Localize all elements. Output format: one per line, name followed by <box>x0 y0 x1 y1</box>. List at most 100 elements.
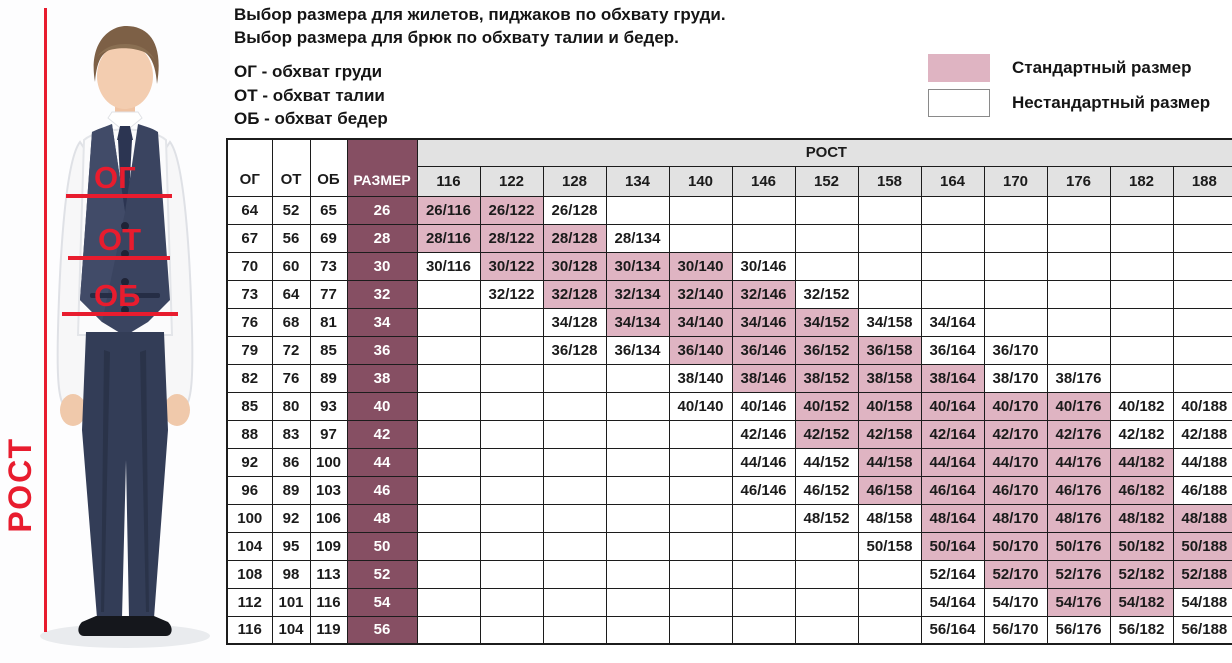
hips-measure-line <box>62 312 178 316</box>
size-height-cell: 36/140 <box>668 335 733 365</box>
empty-cell <box>1046 223 1111 253</box>
chest-value: 108 <box>226 559 273 589</box>
size-value: 42 <box>346 419 418 449</box>
size-height-cell: 48/182 <box>1109 503 1174 533</box>
chest-value: 76 <box>226 307 273 337</box>
chest-value: 112 <box>226 587 273 617</box>
empty-cell <box>605 195 670 225</box>
empty-cell <box>542 391 607 421</box>
size-height-cell: 52/164 <box>920 559 985 589</box>
empty-cell <box>416 615 481 645</box>
empty-cell <box>1109 279 1174 309</box>
empty-cell <box>416 307 481 337</box>
size-height-cell: 56/176 <box>1046 615 1111 645</box>
empty-cell <box>983 223 1048 253</box>
hips-value: 119 <box>309 615 348 645</box>
size-table: ОГ ОТ ОБ РАЗМЕР РОСТ 116 122 128 134 140 146 152 158… <box>226 138 1232 645</box>
size-height-cell: 42/158 <box>857 419 922 449</box>
empty-cell <box>605 587 670 617</box>
size-height-cell: 44/176 <box>1046 447 1111 477</box>
empty-cell <box>416 503 481 533</box>
size-value: 48 <box>346 503 418 533</box>
size-height-cell: 30/122 <box>479 251 544 281</box>
size-value: 52 <box>346 559 418 589</box>
empty-cell <box>731 559 796 589</box>
empty-cell <box>416 363 481 393</box>
empty-cell <box>1046 279 1111 309</box>
empty-cell <box>605 475 670 505</box>
empty-cell <box>1172 251 1232 281</box>
size-height-cell: 46/176 <box>1046 475 1111 505</box>
size-height-cell: 36/128 <box>542 335 607 365</box>
size-height-cell: 38/164 <box>920 363 985 393</box>
empty-cell <box>416 475 481 505</box>
height-header-152: 152 <box>794 165 859 197</box>
empty-cell <box>479 531 544 561</box>
height-header-188: 188 <box>1172 165 1232 197</box>
empty-cell <box>794 223 859 253</box>
table-row-size-50: 104 95 109 50 50/158 50/164 50/170 50/176 50/182… <box>226 531 1232 561</box>
empty-cell <box>542 419 607 449</box>
waist-value: 89 <box>271 475 311 505</box>
waist-value: 83 <box>271 419 311 449</box>
waist-value: 60 <box>271 251 311 281</box>
size-height-cell: 42/188 <box>1172 419 1232 449</box>
waist-measure-line <box>68 256 170 260</box>
empty-cell <box>416 587 481 617</box>
size-height-cell: 52/170 <box>983 559 1048 589</box>
empty-cell <box>920 223 985 253</box>
size-height-cell: 30/128 <box>542 251 607 281</box>
empty-cell <box>794 587 859 617</box>
size-height-cell: 32/152 <box>794 279 859 309</box>
table-row-size-56: 116 104 119 56 56/164 56/170 56/176 56/182 56/18… <box>226 615 1232 645</box>
height-header-182: 182 <box>1109 165 1174 197</box>
empty-cell <box>857 223 922 253</box>
waist-value: 52 <box>271 195 311 225</box>
abbreviation-key: ОГ - обхват груди ОТ - обхват талии ОБ -… <box>234 60 388 131</box>
size-height-cell: 32/140 <box>668 279 733 309</box>
abbr-waist: ОТ - обхват талии <box>234 85 385 105</box>
chest-value: 64 <box>226 195 273 225</box>
empty-cell <box>605 531 670 561</box>
size-height-cell: 38/146 <box>731 363 796 393</box>
empty-cell <box>542 559 607 589</box>
hips-value: 109 <box>309 531 348 561</box>
size-height-cell: 36/170 <box>983 335 1048 365</box>
empty-cell <box>1172 279 1232 309</box>
empty-cell <box>794 615 859 645</box>
empty-cell <box>479 391 544 421</box>
empty-cell <box>731 531 796 561</box>
empty-cell <box>1109 363 1174 393</box>
empty-cell <box>479 587 544 617</box>
waist-value: 101 <box>271 587 311 617</box>
size-value: 50 <box>346 531 418 561</box>
empty-cell <box>983 307 1048 337</box>
size-height-cell: 40/164 <box>920 391 985 421</box>
standard-size-swatch <box>928 54 990 82</box>
waist-value: 80 <box>271 391 311 421</box>
size-height-cell: 44/182 <box>1109 447 1174 477</box>
waist-value: 56 <box>271 223 311 253</box>
table-row-size-32: 73 64 77 32 32/122 32/128 32/134 32/140 32/146 32… <box>226 279 1232 309</box>
size-height-cell: 48/188 <box>1172 503 1232 533</box>
size-height-cell: 34/152 <box>794 307 859 337</box>
size-height-cell: 56/170 <box>983 615 1048 645</box>
size-height-cell: 36/134 <box>605 335 670 365</box>
hips-value: 103 <box>309 475 348 505</box>
empty-cell <box>416 279 481 309</box>
size-height-cell: 40/188 <box>1172 391 1232 421</box>
chest-value: 70 <box>226 251 273 281</box>
size-height-cell: 48/170 <box>983 503 1048 533</box>
empty-cell <box>542 363 607 393</box>
chest-value: 100 <box>226 503 273 533</box>
empty-cell <box>668 587 733 617</box>
size-height-cell: 50/182 <box>1109 531 1174 561</box>
legend-row-standard: Стандартный размер <box>928 54 1210 82</box>
chest-value: 88 <box>226 419 273 449</box>
size-height-cell: 44/152 <box>794 447 859 477</box>
rost-header: РОСТ <box>416 138 1232 167</box>
size-value: 26 <box>346 195 418 225</box>
empty-cell <box>605 559 670 589</box>
size-height-cell: 36/164 <box>920 335 985 365</box>
col-header-ob: ОБ <box>309 138 348 197</box>
